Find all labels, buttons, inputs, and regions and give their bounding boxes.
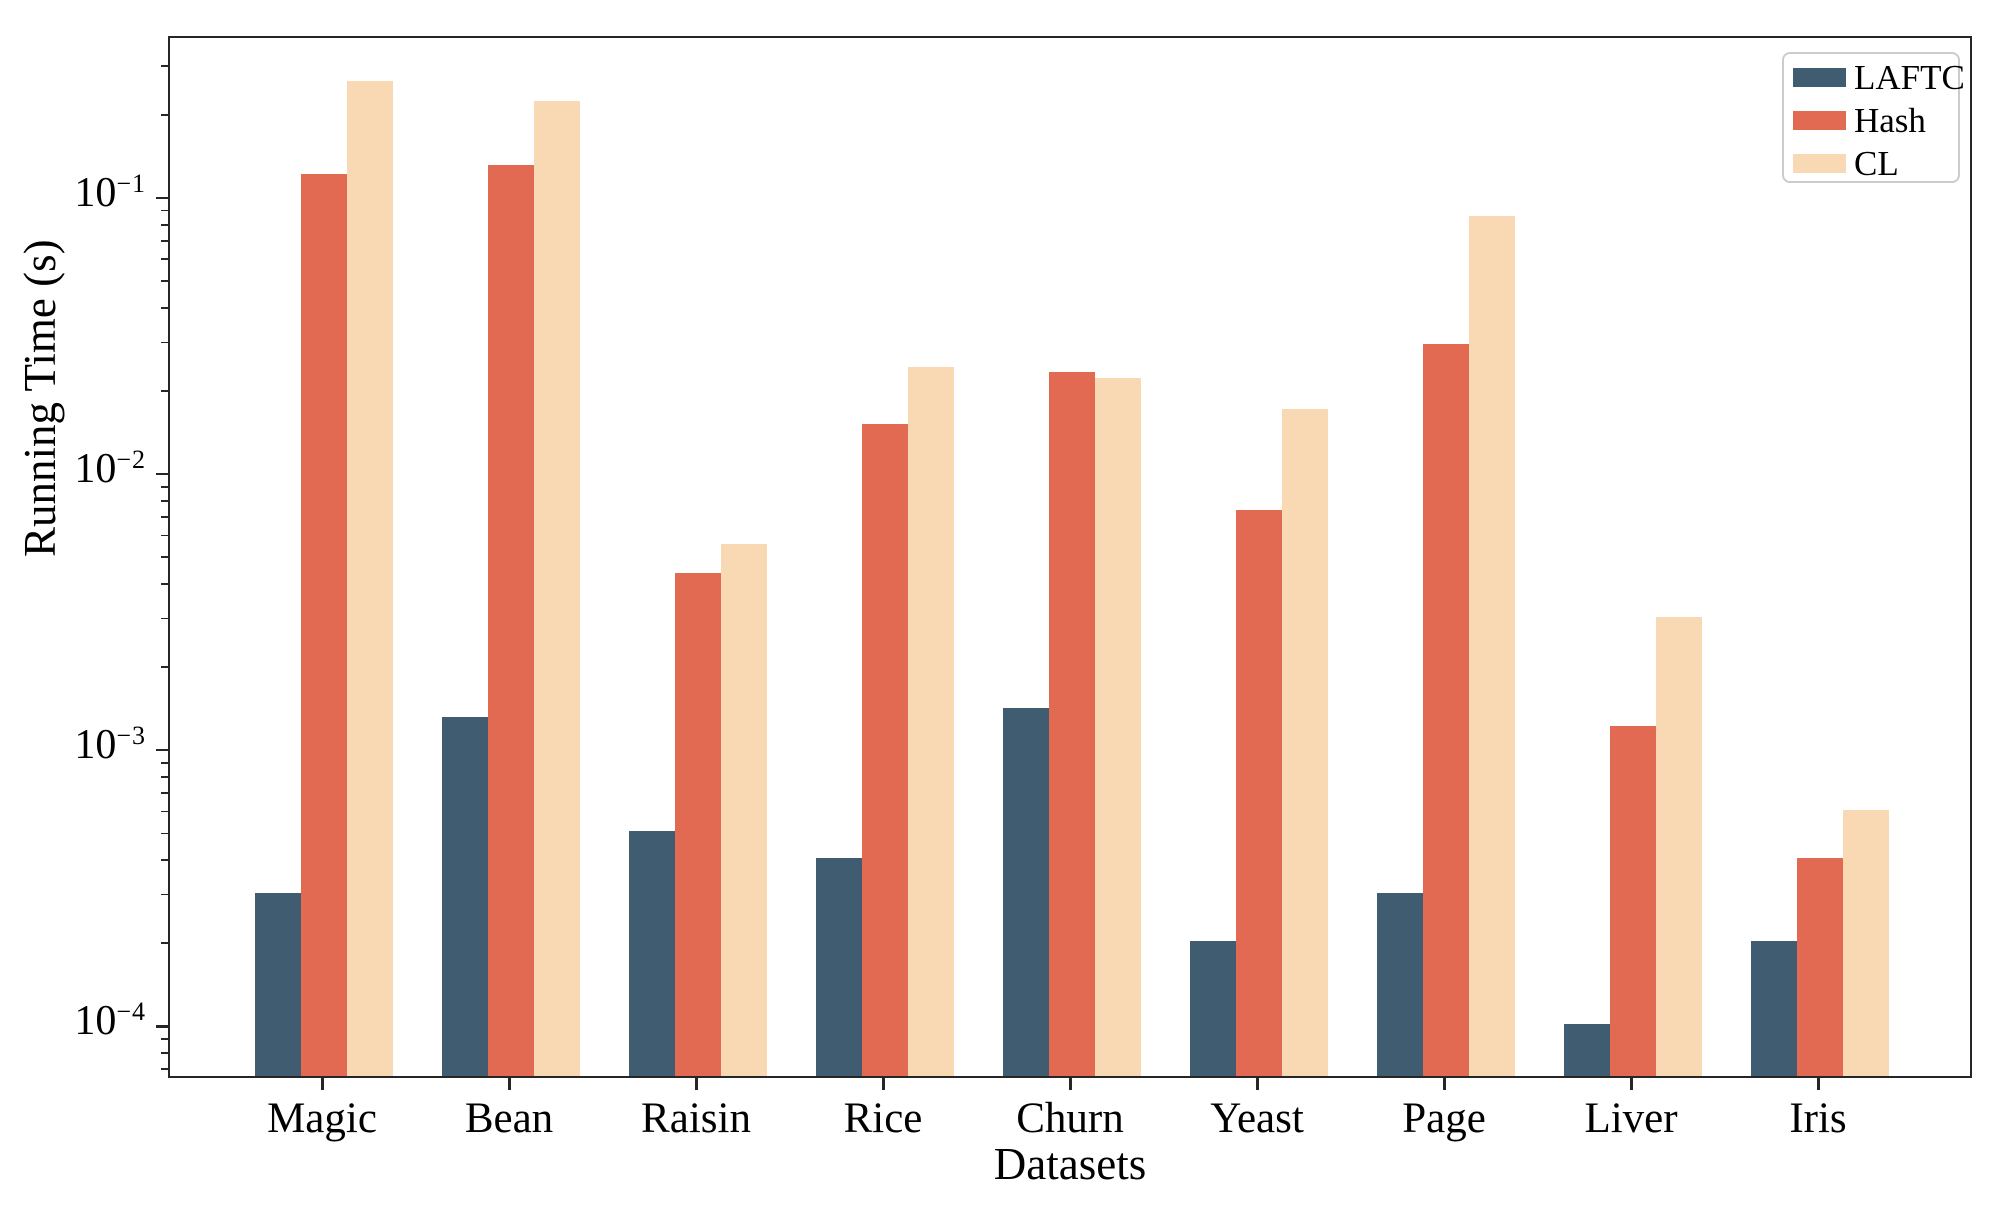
- legend-item-cl: CL: [1784, 145, 1958, 181]
- y-minor-tick: [161, 893, 168, 896]
- y-minor-tick: [161, 341, 168, 344]
- x-tick-label: Iris: [1789, 1095, 1847, 1142]
- y-minor-tick: [161, 500, 168, 502]
- y-minor-tick: [161, 534, 168, 537]
- y-minor-tick: [161, 942, 168, 945]
- x-tick-label: Liver: [1584, 1095, 1678, 1142]
- bar-hash-yeast: [1236, 509, 1282, 1076]
- legend-label-cl: CL: [1854, 143, 1899, 183]
- bar-cl-iris: [1843, 809, 1889, 1076]
- y-minor-tick: [161, 280, 168, 282]
- y-axis-title: Running Time (s): [15, 239, 65, 557]
- x-tick: [1630, 1078, 1633, 1090]
- y-major-tick: [156, 196, 168, 200]
- y-minor-tick: [161, 258, 168, 261]
- bar-hash-magic: [301, 174, 347, 1076]
- y-minor-tick: [161, 583, 168, 585]
- legend-label-hash: Hash: [1854, 100, 1926, 140]
- y-minor-tick: [161, 114, 168, 116]
- x-tick: [1069, 1078, 1072, 1090]
- legend-label-laftc: LAFTC: [1854, 57, 1965, 97]
- y-minor-tick: [161, 810, 168, 813]
- bar-laftc-yeast: [1190, 941, 1236, 1076]
- y-minor-tick: [161, 223, 168, 226]
- x-tick: [1817, 1078, 1820, 1090]
- bar-laftc-rice: [816, 858, 862, 1076]
- y-minor-tick: [161, 617, 168, 620]
- bar-cl-page: [1469, 215, 1515, 1076]
- bar-laftc-raisin: [629, 831, 675, 1076]
- x-tick: [321, 1078, 324, 1090]
- bar-cl-raisin: [721, 543, 767, 1076]
- x-tick-label: Bean: [464, 1095, 554, 1142]
- legend-swatch-laftc: [1793, 67, 1846, 87]
- bar-cl-magic: [347, 81, 393, 1076]
- y-tick-label: 10−2: [74, 445, 146, 493]
- y-minor-tick: [161, 832, 168, 835]
- bar-cl-rice: [908, 367, 954, 1076]
- x-tick: [882, 1078, 885, 1090]
- bar-hash-iris: [1797, 858, 1843, 1076]
- y-major-tick: [156, 472, 168, 476]
- y-minor-tick: [161, 792, 168, 794]
- x-axis-title: Datasets: [993, 1139, 1147, 1189]
- y-minor-tick: [161, 485, 168, 488]
- y-major-tick: [156, 748, 168, 752]
- x-tick-label: Page: [1402, 1095, 1486, 1142]
- x-tick-label: Yeast: [1210, 1095, 1304, 1142]
- y-minor-tick: [161, 390, 168, 392]
- bar-laftc-churn: [1003, 707, 1049, 1076]
- y-major-tick: [156, 1025, 168, 1028]
- bar-cl-bean: [534, 101, 580, 1076]
- bar-cl-liver: [1656, 616, 1702, 1076]
- y-tick-label: 10−1: [74, 168, 146, 216]
- bar-laftc-magic: [255, 892, 301, 1076]
- x-tick-label: Churn: [1016, 1095, 1124, 1142]
- bar-cl-yeast: [1282, 408, 1328, 1076]
- x-tick: [1256, 1078, 1259, 1090]
- y-minor-tick: [161, 516, 168, 518]
- legend-swatch-hash: [1793, 110, 1846, 130]
- y-minor-tick: [161, 776, 168, 778]
- bar-hash-page: [1423, 344, 1469, 1076]
- x-tick: [508, 1078, 511, 1090]
- bar-hash-churn: [1049, 372, 1095, 1076]
- y-minor-tick: [161, 307, 168, 309]
- y-minor-tick: [161, 239, 168, 242]
- y-minor-tick: [161, 859, 168, 861]
- bar-laftc-iris: [1751, 941, 1797, 1076]
- y-minor-tick: [161, 209, 168, 212]
- legend: LAFTC Hash CL: [1782, 52, 1965, 183]
- bar-hash-rice: [862, 423, 908, 1076]
- y-minor-tick: [161, 1038, 168, 1040]
- bar-laftc-page: [1377, 892, 1423, 1076]
- bar-hash-raisin: [675, 573, 721, 1076]
- bar-hash-bean: [488, 164, 534, 1076]
- y-tick-label: 10−4: [74, 997, 146, 1045]
- y-minor-tick: [161, 65, 168, 68]
- y-minor-tick: [161, 666, 168, 668]
- x-tick-label: Raisin: [641, 1095, 751, 1142]
- y-tick-label: 10−3: [74, 721, 146, 769]
- x-tick: [1443, 1078, 1446, 1090]
- y-minor-tick: [161, 1068, 168, 1070]
- y-minor-tick: [161, 762, 168, 764]
- y-minor-tick: [161, 556, 168, 559]
- legend-swatch-cl: [1793, 153, 1846, 173]
- x-tick-label: Rice: [843, 1095, 923, 1142]
- bar-hash-liver: [1610, 726, 1656, 1076]
- bar-laftc-bean: [442, 716, 488, 1076]
- plot-area: [168, 36, 1972, 1078]
- x-tick-label: Magic: [267, 1095, 377, 1142]
- x-tick: [695, 1078, 698, 1090]
- bar-laftc-liver: [1564, 1024, 1610, 1076]
- legend-item-hash: Hash: [1784, 102, 1958, 138]
- bar-cl-churn: [1095, 377, 1141, 1076]
- y-minor-tick: [161, 1052, 168, 1054]
- legend-item-laftc: LAFTC: [1784, 59, 1965, 95]
